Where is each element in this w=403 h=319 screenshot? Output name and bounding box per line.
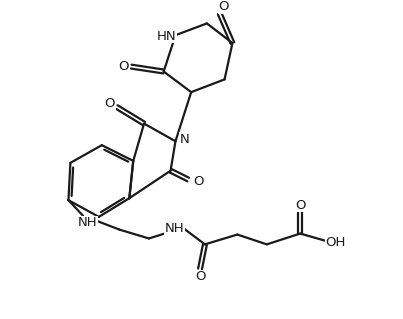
Text: O: O — [218, 0, 229, 13]
Text: O: O — [295, 199, 305, 211]
Text: NH: NH — [77, 216, 97, 229]
Text: O: O — [118, 60, 129, 73]
Text: O: O — [195, 270, 205, 283]
Text: O: O — [104, 97, 115, 110]
Text: N: N — [179, 133, 189, 146]
Text: OH: OH — [325, 236, 346, 249]
Text: HN: HN — [157, 30, 177, 43]
Text: NH: NH — [165, 222, 184, 235]
Text: O: O — [193, 175, 203, 188]
